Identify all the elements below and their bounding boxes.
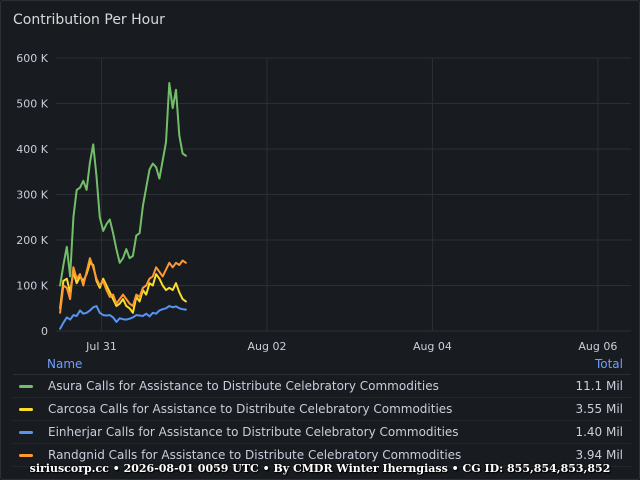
x-tick-label: Aug 06 [578, 340, 617, 353]
legend-row-asura[interactable]: Asura Calls for Assistance to Distribute… [13, 375, 631, 398]
legend-row-einherjar[interactable]: Einherjar Calls for Assistance to Distri… [13, 421, 631, 444]
legend-series-name: Randgnid Calls for Assistance to Distrib… [48, 448, 462, 462]
legend-table: Name Total Asura Calls for Assistance to… [13, 354, 631, 467]
legend-series-name: Carcosa Calls for Assistance to Distribu… [48, 402, 453, 416]
series-line-asura[interactable] [59, 82, 187, 287]
legend-series-total: 3.94 Mil [575, 448, 623, 462]
legend-series-total: 1.40 Mil [575, 425, 623, 439]
legend-name-header[interactable]: Name [47, 357, 83, 371]
legend-row-randgnid[interactable]: Randgnid Calls for Assistance to Distrib… [13, 444, 631, 467]
watermark-footer: siriuscorp.cc • 2026-08-01 0059 UTC • By… [29, 462, 611, 475]
legend-row-carcosa[interactable]: Carcosa Calls for Assistance to Distribu… [13, 398, 631, 421]
line-chart: 0 100 K 200 K 300 K 400 K 500 K 600 K Jul 31 Aug… [16, 52, 631, 353]
y-tick-label: 200 K [16, 234, 48, 247]
legend-series-total: 3.55 Mil [575, 402, 623, 416]
series-line-randgnid[interactable] [59, 257, 187, 314]
legend-header: Name Total [13, 354, 631, 375]
y-tick-label: 500 K [16, 98, 48, 111]
series-line-carcosa[interactable] [59, 261, 187, 314]
y-tick-label: 600 K [16, 52, 48, 65]
legend-series-name: Asura Calls for Assistance to Distribute… [48, 379, 439, 393]
legend-series-name: Einherjar Calls for Assistance to Distri… [48, 425, 459, 439]
x-tick-label: Jul 31 [85, 340, 117, 353]
panel-title: Contribution Per Hour [13, 12, 165, 28]
series-color-swatch [19, 431, 33, 434]
series-line-einherjar[interactable] [59, 305, 187, 330]
series-color-swatch [19, 385, 33, 388]
series-color-swatch [19, 454, 33, 457]
y-tick-label: 300 K [16, 189, 48, 202]
y-tick-label: 100 K [16, 280, 48, 293]
x-tick-label: Aug 02 [247, 340, 286, 353]
x-tick-label: Aug 04 [413, 340, 452, 353]
y-tick-label: 0 [41, 325, 48, 338]
legend-series-total: 11.1 Mil [575, 379, 623, 393]
legend-total-header[interactable]: Total [594, 357, 623, 371]
y-tick-label: 400 K [16, 143, 48, 156]
series-color-swatch [19, 408, 33, 411]
